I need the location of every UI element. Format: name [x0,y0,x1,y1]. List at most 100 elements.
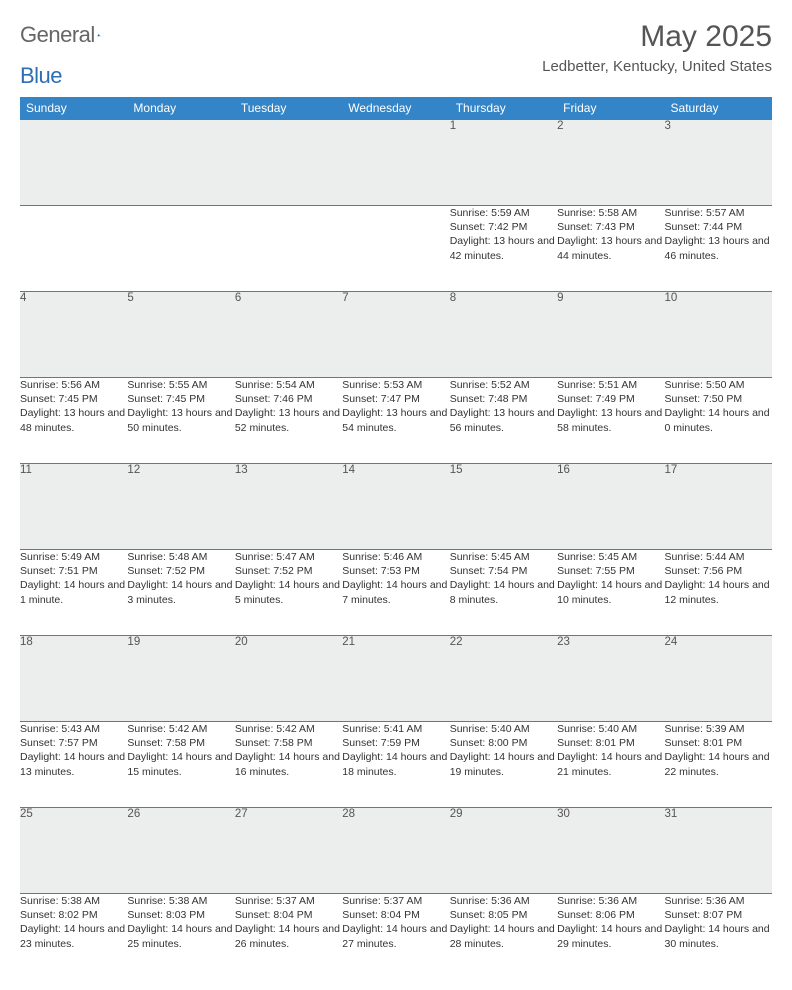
sunrise-text: Sunrise: 5:55 AM [127,378,234,392]
daylight-text: Daylight: 13 hours and 54 minutes. [342,406,449,434]
day-number-cell: 9 [557,292,664,378]
day-number-cell: 4 [20,292,127,378]
day-number-row: 18192021222324 [20,636,772,722]
sunset-text: Sunset: 7:52 PM [127,564,234,578]
daylight-text: Daylight: 14 hours and 16 minutes. [235,750,342,778]
sunset-text: Sunset: 7:44 PM [665,220,772,234]
sunset-text: Sunset: 8:01 PM [665,736,772,750]
day-number-cell: 16 [557,464,664,550]
brand-logo: General [20,22,119,48]
day-number-cell: 10 [665,292,772,378]
day-detail-cell: Sunrise: 5:43 AMSunset: 7:57 PMDaylight:… [20,722,127,808]
sunset-text: Sunset: 7:49 PM [557,392,664,406]
daylight-text: Daylight: 14 hours and 13 minutes. [20,750,127,778]
sunrise-text: Sunrise: 5:44 AM [665,550,772,564]
day-detail-cell: Sunrise: 5:38 AMSunset: 8:03 PMDaylight:… [127,894,234,980]
daylight-text: Daylight: 13 hours and 46 minutes. [665,234,772,262]
day-number-cell: 22 [450,636,557,722]
daylight-text: Daylight: 14 hours and 26 minutes. [235,922,342,950]
daylight-text: Daylight: 14 hours and 12 minutes. [665,578,772,606]
brand-text-1: General [20,22,95,48]
day-number-cell: 29 [450,808,557,894]
day-detail-row: Sunrise: 5:38 AMSunset: 8:02 PMDaylight:… [20,894,772,980]
day-number-cell: 15 [450,464,557,550]
day-detail-cell: Sunrise: 5:58 AMSunset: 7:43 PMDaylight:… [557,206,664,292]
day-number-cell: 26 [127,808,234,894]
sunset-text: Sunset: 8:00 PM [450,736,557,750]
daylight-text: Daylight: 13 hours and 52 minutes. [235,406,342,434]
day-detail-cell: Sunrise: 5:38 AMSunset: 8:02 PMDaylight:… [20,894,127,980]
sunrise-text: Sunrise: 5:47 AM [235,550,342,564]
day-number-row: 45678910 [20,292,772,378]
day-detail-cell [235,206,342,292]
sunrise-text: Sunrise: 5:37 AM [342,894,449,908]
day-number-cell: 1 [450,120,557,206]
day-detail-cell: Sunrise: 5:50 AMSunset: 7:50 PMDaylight:… [665,378,772,464]
sunset-text: Sunset: 8:07 PM [665,908,772,922]
sunset-text: Sunset: 7:58 PM [235,736,342,750]
day-number-cell: 30 [557,808,664,894]
day-number-cell: 25 [20,808,127,894]
day-number-cell: 27 [235,808,342,894]
day-detail-cell: Sunrise: 5:52 AMSunset: 7:48 PMDaylight:… [450,378,557,464]
day-detail-cell: Sunrise: 5:45 AMSunset: 7:54 PMDaylight:… [450,550,557,636]
sunset-text: Sunset: 7:57 PM [20,736,127,750]
day-number-cell: 31 [665,808,772,894]
daylight-text: Daylight: 14 hours and 27 minutes. [342,922,449,950]
day-number-cell: 21 [342,636,449,722]
daylight-text: Daylight: 14 hours and 22 minutes. [665,750,772,778]
day-detail-cell [127,206,234,292]
sunset-text: Sunset: 7:54 PM [450,564,557,578]
sunrise-text: Sunrise: 5:38 AM [20,894,127,908]
sunset-text: Sunset: 8:05 PM [450,908,557,922]
day-number-row: 25262728293031 [20,808,772,894]
sunset-text: Sunset: 7:48 PM [450,392,557,406]
day-number-cell: 23 [557,636,664,722]
day-number-cell [235,120,342,206]
sunset-text: Sunset: 7:46 PM [235,392,342,406]
day-detail-cell: Sunrise: 5:49 AMSunset: 7:51 PMDaylight:… [20,550,127,636]
sunrise-text: Sunrise: 5:48 AM [127,550,234,564]
sunset-text: Sunset: 7:50 PM [665,392,772,406]
sunrise-text: Sunrise: 5:36 AM [557,894,664,908]
weekday-header: Monday [127,97,234,120]
day-number-cell [20,120,127,206]
day-detail-row: Sunrise: 5:59 AMSunset: 7:42 PMDaylight:… [20,206,772,292]
day-number-cell: 5 [127,292,234,378]
sunrise-text: Sunrise: 5:41 AM [342,722,449,736]
sunrise-text: Sunrise: 5:52 AM [450,378,557,392]
day-number-cell: 20 [235,636,342,722]
day-number-row: 11121314151617 [20,464,772,550]
day-detail-row: Sunrise: 5:43 AMSunset: 7:57 PMDaylight:… [20,722,772,808]
sunset-text: Sunset: 7:58 PM [127,736,234,750]
sunset-text: Sunset: 8:02 PM [20,908,127,922]
sunset-text: Sunset: 8:01 PM [557,736,664,750]
daylight-text: Daylight: 14 hours and 3 minutes. [127,578,234,606]
daylight-text: Daylight: 14 hours and 21 minutes. [557,750,664,778]
sunset-text: Sunset: 7:45 PM [20,392,127,406]
sunrise-text: Sunrise: 5:59 AM [450,206,557,220]
day-number-cell: 8 [450,292,557,378]
daylight-text: Daylight: 13 hours and 56 minutes. [450,406,557,434]
day-detail-cell: Sunrise: 5:59 AMSunset: 7:42 PMDaylight:… [450,206,557,292]
sunset-text: Sunset: 7:55 PM [557,564,664,578]
day-detail-cell: Sunrise: 5:39 AMSunset: 8:01 PMDaylight:… [665,722,772,808]
daylight-text: Daylight: 14 hours and 8 minutes. [450,578,557,606]
daylight-text: Daylight: 14 hours and 28 minutes. [450,922,557,950]
sunrise-text: Sunrise: 5:37 AM [235,894,342,908]
day-detail-cell: Sunrise: 5:42 AMSunset: 7:58 PMDaylight:… [127,722,234,808]
sunrise-text: Sunrise: 5:53 AM [342,378,449,392]
day-number-cell: 3 [665,120,772,206]
daylight-text: Daylight: 14 hours and 29 minutes. [557,922,664,950]
daylight-text: Daylight: 13 hours and 44 minutes. [557,234,664,262]
sunset-text: Sunset: 7:59 PM [342,736,449,750]
sunset-text: Sunset: 7:45 PM [127,392,234,406]
day-detail-cell: Sunrise: 5:36 AMSunset: 8:06 PMDaylight:… [557,894,664,980]
day-detail-cell: Sunrise: 5:47 AMSunset: 7:52 PMDaylight:… [235,550,342,636]
sunrise-text: Sunrise: 5:39 AM [665,722,772,736]
sunrise-text: Sunrise: 5:58 AM [557,206,664,220]
daylight-text: Daylight: 14 hours and 25 minutes. [127,922,234,950]
daylight-text: Daylight: 13 hours and 58 minutes. [557,406,664,434]
sunrise-text: Sunrise: 5:45 AM [557,550,664,564]
day-number-cell [127,120,234,206]
